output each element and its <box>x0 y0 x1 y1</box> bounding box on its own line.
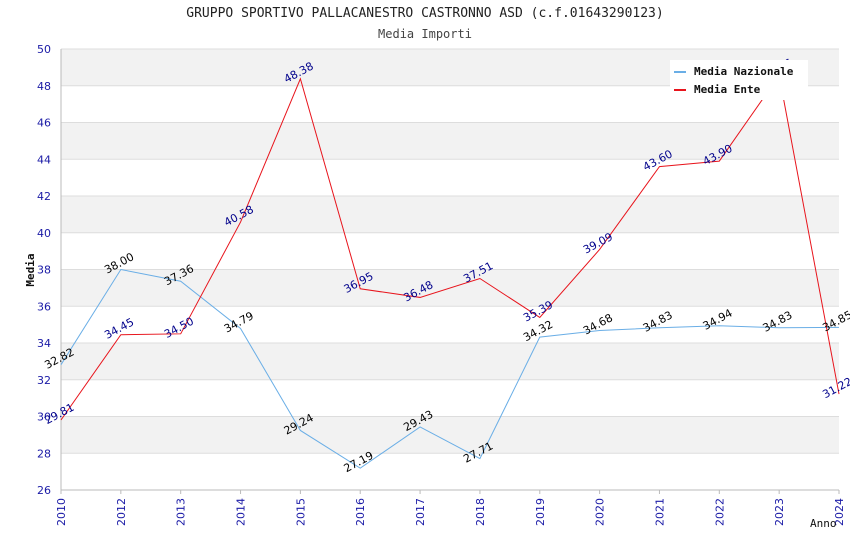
data-label: 34.79 <box>222 309 256 335</box>
y-tick-label: 44 <box>37 153 51 166</box>
legend-swatch-media-ente <box>674 89 686 91</box>
y-tick-label: 48 <box>37 80 51 93</box>
y-tick-label: 26 <box>37 484 51 497</box>
y-tick-label: 46 <box>37 117 51 130</box>
legend-swatch-media-nazionale <box>674 71 686 73</box>
y-tick-label: 40 <box>37 227 51 240</box>
x-tick-label: 2023 <box>773 498 786 526</box>
series-line-media-nazionale <box>60 268 840 469</box>
x-tick-label: 2018 <box>474 498 487 526</box>
chart-subtitle: Media Importi <box>378 27 472 41</box>
data-label: 34.83 <box>761 309 795 335</box>
x-tick-label: 2014 <box>235 498 248 526</box>
y-tick-label: 38 <box>37 264 51 277</box>
plot-background-bands <box>61 49 839 454</box>
x-tick-label: 2013 <box>175 498 188 526</box>
x-axis-label: Anno <box>810 517 837 530</box>
x-tick-label: 2019 <box>534 498 547 526</box>
y-tick-label: 32 <box>37 374 51 387</box>
x-tick-label: 2022 <box>713 498 726 526</box>
legend: Media Nazionale Media Ente <box>670 60 808 100</box>
y-tick-label: 42 <box>37 190 51 203</box>
series-lines <box>60 74 840 469</box>
y-tick-label: 36 <box>37 300 51 313</box>
y-axis-label: Media <box>24 253 37 286</box>
x-tick-label: 2010 <box>55 498 68 526</box>
axes <box>60 49 840 494</box>
legend-label-media-ente: Media Ente <box>694 83 761 96</box>
y-tick-label: 50 <box>37 43 51 56</box>
grid-band <box>61 122 839 160</box>
y-tick-labels: 26 28 30 32 34 36 38 40 42 44 46 48 50 <box>37 43 51 497</box>
data-label: 34.50 <box>162 315 196 341</box>
x-tick-labels: 2010 2012 2013 2014 2015 2016 2017 2018 2019 2020… <box>55 498 846 526</box>
data-label: 34.68 <box>581 311 615 337</box>
data-label: 39.09 <box>581 230 615 256</box>
grid-band <box>61 196 839 233</box>
legend-label-media-nazionale: Media Nazionale <box>694 65 794 78</box>
data-label: 34.83 <box>641 309 675 335</box>
x-tick-label: 2016 <box>354 498 367 526</box>
x-tick-label: 2012 <box>115 498 128 526</box>
series-line-media-ente <box>60 74 840 421</box>
grid-band <box>61 343 839 380</box>
legend-item-media-ente: Media Ente <box>674 83 760 97</box>
y-tick-label: 30 <box>37 411 51 424</box>
x-tick-label: 2021 <box>653 498 666 526</box>
data-label: 34.94 <box>701 307 735 333</box>
x-tick-label: 2024 <box>833 498 846 526</box>
chart-title: GRUPPO SPORTIVO PALLACANESTRO CASTRONNO … <box>186 6 664 21</box>
y-tick-label: 34 <box>37 337 51 350</box>
y-tick-label: 28 <box>37 447 51 460</box>
grid-band <box>61 416 839 454</box>
x-tick-label: 2017 <box>414 498 427 526</box>
data-label: 34.85 <box>820 308 850 334</box>
x-tick-label: 2015 <box>294 498 307 526</box>
x-tick-label: 2020 <box>594 498 607 526</box>
legend-item-media-nazionale: Media Nazionale <box>674 65 793 79</box>
